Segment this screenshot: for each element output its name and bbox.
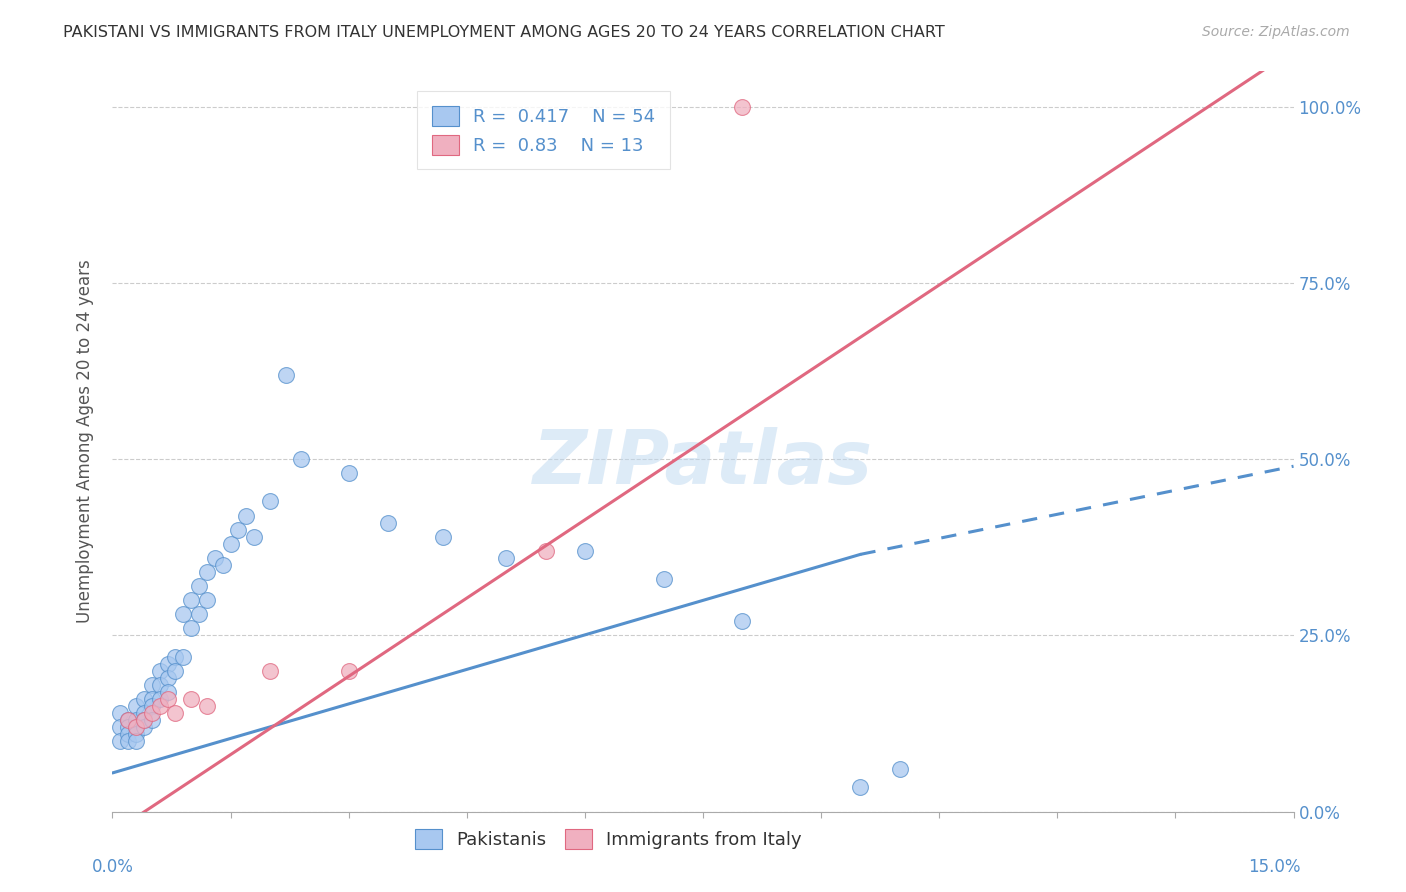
Point — [219, 537, 242, 551]
Point — [149, 678, 172, 692]
Point — [495, 550, 517, 565]
Point — [652, 572, 675, 586]
Point — [731, 100, 754, 114]
Text: Source: ZipAtlas.com: Source: ZipAtlas.com — [1202, 25, 1350, 39]
Point — [377, 516, 399, 530]
Point — [195, 565, 218, 579]
Point — [117, 720, 139, 734]
Point — [149, 692, 172, 706]
Point — [156, 685, 179, 699]
Point — [849, 780, 872, 794]
Point — [188, 579, 211, 593]
Point — [337, 467, 360, 481]
Point — [889, 763, 911, 777]
Point — [195, 593, 218, 607]
Point — [156, 671, 179, 685]
Point — [180, 621, 202, 635]
Point — [180, 593, 202, 607]
Point — [156, 692, 179, 706]
Y-axis label: Unemployment Among Ages 20 to 24 years: Unemployment Among Ages 20 to 24 years — [76, 260, 94, 624]
Point — [125, 713, 148, 727]
Point — [125, 734, 148, 748]
Point — [132, 720, 155, 734]
Point — [125, 720, 148, 734]
Point — [117, 713, 139, 727]
Point — [172, 607, 194, 622]
Point — [432, 530, 454, 544]
Point — [110, 706, 132, 720]
Point — [141, 692, 163, 706]
Point — [117, 734, 139, 748]
Point — [125, 720, 148, 734]
Point — [141, 698, 163, 713]
Point — [132, 706, 155, 720]
Point — [165, 649, 187, 664]
Point — [228, 523, 250, 537]
Point — [188, 607, 211, 622]
Point — [731, 615, 754, 629]
Point — [534, 544, 557, 558]
Point — [574, 544, 596, 558]
Point — [235, 508, 257, 523]
Point — [141, 678, 163, 692]
Point — [125, 698, 148, 713]
Point — [132, 692, 155, 706]
Point — [274, 368, 297, 382]
Text: ZIPatlas: ZIPatlas — [533, 427, 873, 500]
Point — [165, 664, 187, 678]
Point — [149, 698, 172, 713]
Point — [211, 558, 233, 572]
Point — [172, 649, 194, 664]
Point — [132, 713, 155, 727]
Point — [110, 734, 132, 748]
Point — [195, 698, 218, 713]
Point — [125, 727, 148, 741]
Text: PAKISTANI VS IMMIGRANTS FROM ITALY UNEMPLOYMENT AMONG AGES 20 TO 24 YEARS CORREL: PAKISTANI VS IMMIGRANTS FROM ITALY UNEMP… — [63, 25, 945, 40]
Point — [141, 713, 163, 727]
Point — [149, 664, 172, 678]
Point — [132, 713, 155, 727]
Text: 15.0%: 15.0% — [1249, 858, 1301, 876]
Point — [259, 494, 281, 508]
Point — [180, 692, 202, 706]
Point — [117, 713, 139, 727]
Point — [165, 706, 187, 720]
Point — [141, 706, 163, 720]
Point — [259, 664, 281, 678]
Legend: Pakistanis, Immigrants from Italy: Pakistanis, Immigrants from Italy — [408, 822, 810, 856]
Point — [337, 664, 360, 678]
Point — [290, 452, 312, 467]
Point — [156, 657, 179, 671]
Point — [117, 727, 139, 741]
Point — [110, 720, 132, 734]
Point — [204, 550, 226, 565]
Text: 0.0%: 0.0% — [91, 858, 134, 876]
Point — [243, 530, 266, 544]
